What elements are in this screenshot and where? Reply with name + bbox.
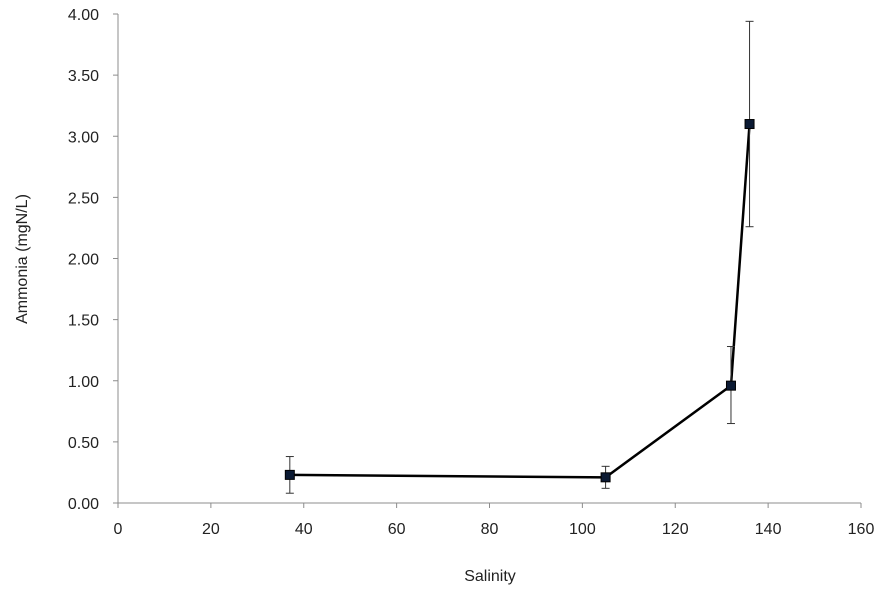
y-tick-label: 0.00: [68, 496, 99, 513]
data-point-group: [744, 20, 755, 228]
y-tick-label: 3.50: [68, 68, 99, 85]
y-tick-label: 1.50: [68, 313, 99, 330]
x-tick-label: 0: [114, 521, 123, 538]
x-tick-label: 60: [388, 521, 406, 538]
y-tick-label: 0.50: [68, 435, 99, 452]
y-tick-label: 2.50: [68, 190, 99, 207]
y-tick-label: 3.00: [68, 129, 99, 146]
data-point-group: [284, 456, 295, 494]
x-tick-label: 140: [755, 521, 782, 538]
data-point-marker: [284, 469, 295, 480]
series-marks: [284, 20, 755, 494]
x-tick-label: 120: [662, 521, 689, 538]
y-tick-label: 1.00: [68, 374, 99, 391]
data-point-group: [600, 465, 611, 489]
x-tick-label: 20: [202, 521, 220, 538]
data-point-marker: [600, 472, 611, 483]
y-tick-label: 2.00: [68, 252, 99, 269]
x-tick-label: 160: [848, 521, 875, 538]
x-tick-label: 100: [569, 521, 596, 538]
x-axis-title: Salinity: [464, 568, 516, 585]
data-point-marker: [725, 380, 736, 391]
x-tick-label: 80: [481, 521, 499, 538]
y-axis-title: Ammonia (mgN/L): [14, 194, 31, 324]
data-point-marker: [744, 119, 755, 130]
series-line: [289, 123, 751, 479]
data-point-group: [725, 346, 736, 425]
y-tick-label: 4.00: [68, 7, 99, 24]
x-tick-label: 40: [295, 521, 313, 538]
ticks: 0 20 40 60 80 100 120 140 160 0.00 0.50 1.00 1.50 2.0…: [68, 7, 875, 538]
